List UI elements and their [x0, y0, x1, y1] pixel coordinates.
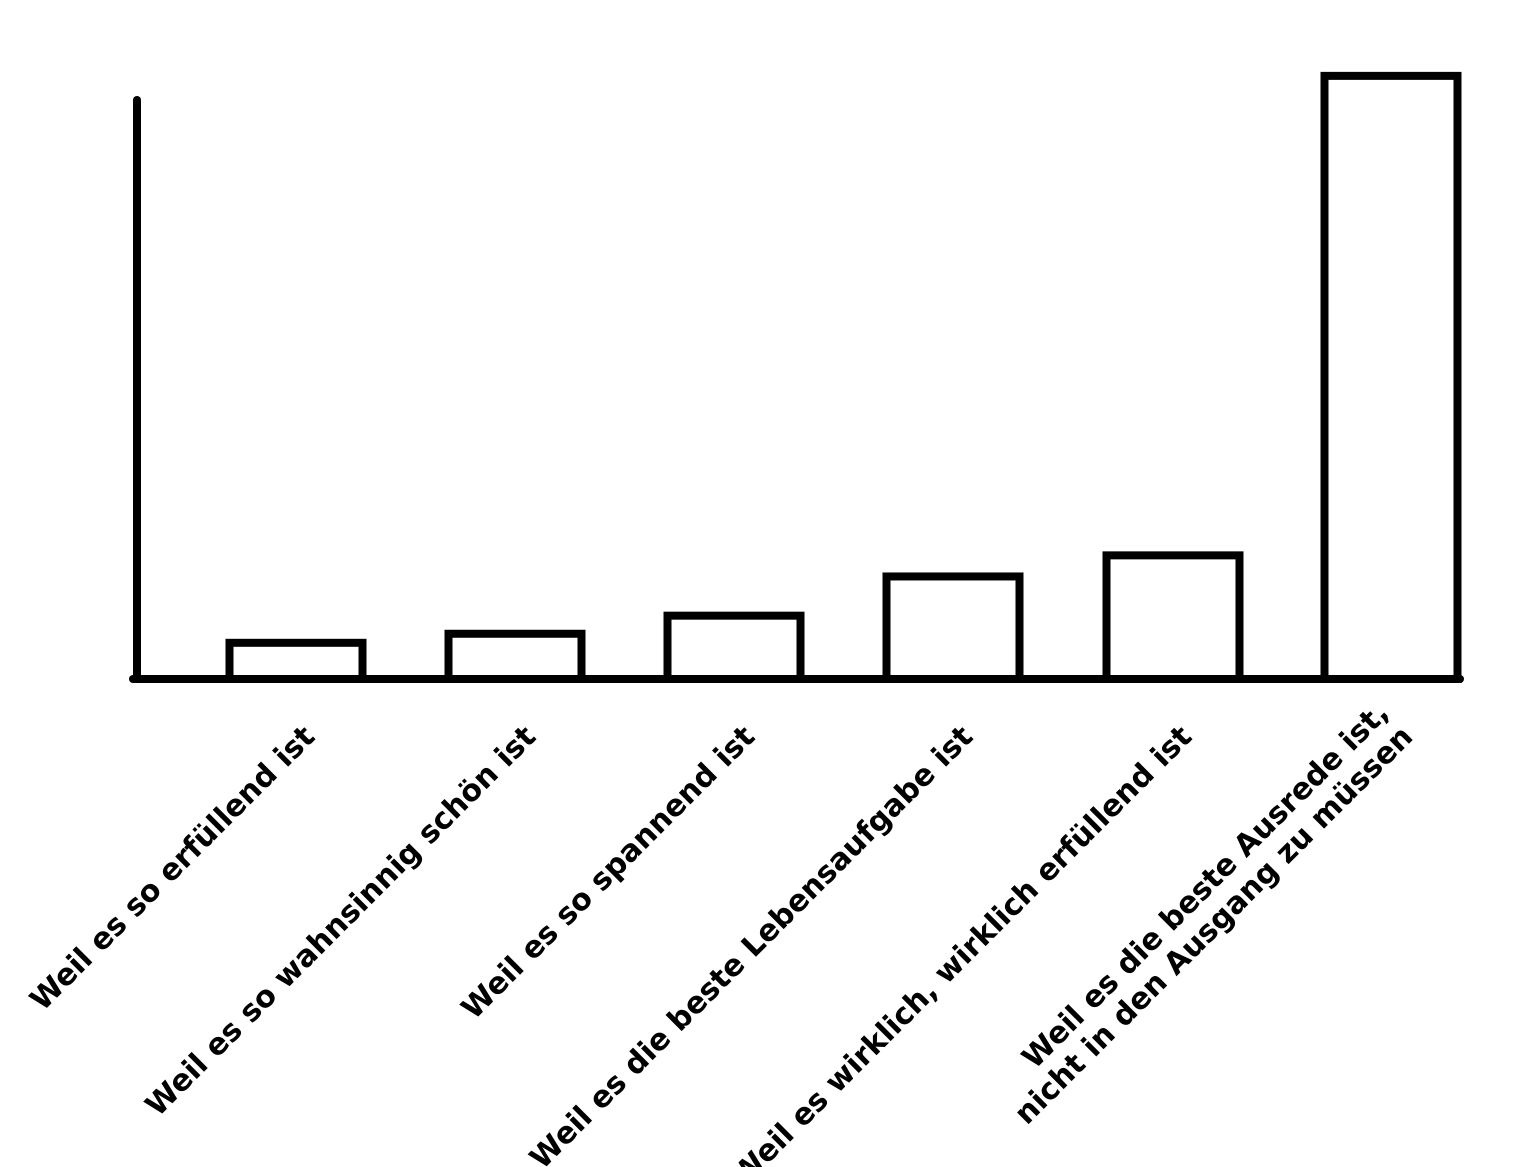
bar-3	[663, 611, 805, 683]
bar-4	[882, 572, 1024, 683]
bars-group	[225, 71, 1462, 683]
x-tick-label-6-line-1: Weil es die beste Ausrede ist,	[1015, 695, 1396, 1076]
bar-6	[1320, 71, 1462, 683]
x-tick-label-6: Weil es die beste Ausrede ist,nicht in d…	[984, 695, 1420, 1131]
bar-5	[1102, 551, 1244, 683]
x-tick-label-2: Weil es so wahnsinnig schön ist	[139, 719, 543, 1123]
bar-1	[225, 638, 367, 683]
x-tick-label-4-line-1: Weil es die beste Lebensaufgabe ist	[523, 719, 980, 1167]
bar-2	[444, 629, 586, 683]
x-tick-label-6-line-2: nicht in den Ausgang zu müssen	[1008, 719, 1420, 1131]
x-tick-label-2-line-1: Weil es so wahnsinnig schön ist	[139, 719, 543, 1123]
x-tick-label-4: Weil es die beste Lebensaufgabe ist	[523, 719, 980, 1167]
